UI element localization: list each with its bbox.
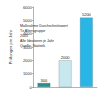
svg-text:2000: 2000 [23,58,33,63]
svg-text:Maßnahme Durchschnittswert: Maßnahme Durchschnittswert [20,24,68,28]
svg-text:3000: 3000 [23,45,33,50]
svg-text:5200: 5200 [82,12,92,17]
svg-text:Prüfungen pro Jahr: Prüfungen pro Jahr [8,29,13,64]
svg-text:6000: 6000 [23,5,33,10]
svg-text:1000: 1000 [23,71,33,76]
svg-text:4000: 4000 [23,31,33,36]
svg-text:2000: 2000 [61,55,71,60]
svg-text:300: 300 [41,78,48,83]
svg-text:5000: 5000 [23,18,33,23]
svg-text:0: 0 [30,85,33,90]
svg-text:Tx Altersgruppe: Tx Altersgruppe [20,29,46,33]
svg-text:Quelle: Statistik: Quelle: Statistik [20,44,45,48]
svg-text:Alle Ideatoren je Jahr: Alle Ideatoren je Jahr [20,39,55,43]
